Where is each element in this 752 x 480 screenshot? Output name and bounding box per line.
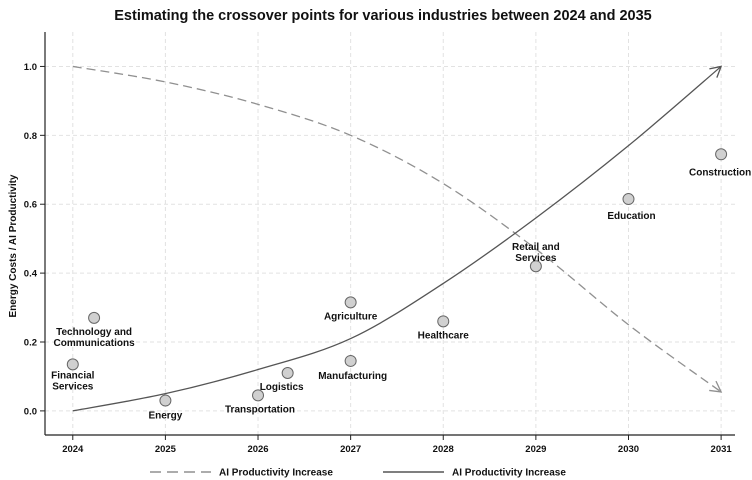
point-label: Logistics <box>260 382 304 393</box>
y-axis-label: Energy Costs / AI Productivity <box>8 174 19 317</box>
point-label-line: Technology and <box>56 327 132 338</box>
data-point <box>622 193 635 206</box>
point-label-line: Financial <box>51 370 95 381</box>
point-label-line: Education <box>607 211 655 222</box>
data-point <box>344 354 357 367</box>
series-line-dashed <box>72 65 722 393</box>
series-lines <box>72 65 723 412</box>
arrowhead-dashed <box>709 380 723 393</box>
point-label: Education <box>607 211 655 222</box>
x-tick-label: 2026 <box>247 444 268 455</box>
point-label: Energy <box>148 411 182 422</box>
legend: AI Productivity Increase AI Productivity … <box>150 468 566 479</box>
data-point <box>437 315 450 328</box>
point-label-line: Services <box>52 381 94 392</box>
point-label-line: Energy <box>148 411 182 422</box>
grid <box>45 32 735 435</box>
point-label-line: Logistics <box>260 382 304 393</box>
x-tick-label: 2025 <box>155 444 177 455</box>
y-tick-label: 0.0 <box>24 406 37 417</box>
x-tick-label: 2030 <box>618 444 639 455</box>
data-point <box>344 296 357 309</box>
point-label-line: Retail and <box>512 242 560 253</box>
point-label: Construction <box>689 167 751 178</box>
point-label-line: Agriculture <box>324 311 378 322</box>
arrowhead-solid <box>709 65 723 78</box>
x-tick-label: 2024 <box>62 444 84 455</box>
data-point <box>715 148 728 161</box>
point-label: Manufacturing <box>318 371 387 382</box>
data-point <box>66 358 79 371</box>
point-label-line: Manufacturing <box>318 371 387 382</box>
point-label-line: Transportation <box>225 404 295 415</box>
x-tick-label: 2028 <box>433 444 454 455</box>
data-point <box>88 311 101 324</box>
x-tick-label: 2029 <box>525 444 546 455</box>
data-point <box>529 260 542 273</box>
chart-title: Estimating the crossover points for vari… <box>114 8 651 24</box>
data-point <box>159 394 172 407</box>
x-tick-label: 2027 <box>340 444 361 455</box>
y-tick-label: 0.2 <box>24 338 37 349</box>
point-label: Transportation <box>225 404 295 415</box>
y-tick-label: 1.0 <box>24 62 37 73</box>
x-tick-label: 2031 <box>711 444 733 455</box>
point-label: Technology and Communications <box>54 327 136 349</box>
legend-label-dashed: AI Productivity Increase <box>219 468 333 479</box>
point-label-line: Services <box>515 253 557 264</box>
point-label-line: Healthcare <box>418 330 470 341</box>
legend-label-solid: AI Productivity Increase <box>452 468 566 479</box>
axes <box>44 32 735 436</box>
ticks: 2024 2025 2026 2027 2028 2029 2030 2031 0.0 0.2 0.… <box>24 62 733 455</box>
point-label: Agriculture <box>324 311 378 322</box>
data-point <box>281 367 294 379</box>
point-label: Financial Services <box>51 370 95 392</box>
y-tick-label: 0.4 <box>24 269 38 280</box>
point-label: Retail and Services <box>512 242 560 264</box>
y-tick-label: 0.6 <box>24 200 37 211</box>
point-label-line: Construction <box>689 167 751 178</box>
point-label: Healthcare <box>418 330 470 341</box>
point-label-line: Communications <box>54 338 136 349</box>
y-tick-label: 0.8 <box>24 131 37 142</box>
data-point <box>252 389 265 402</box>
series-line-solid <box>72 65 722 412</box>
